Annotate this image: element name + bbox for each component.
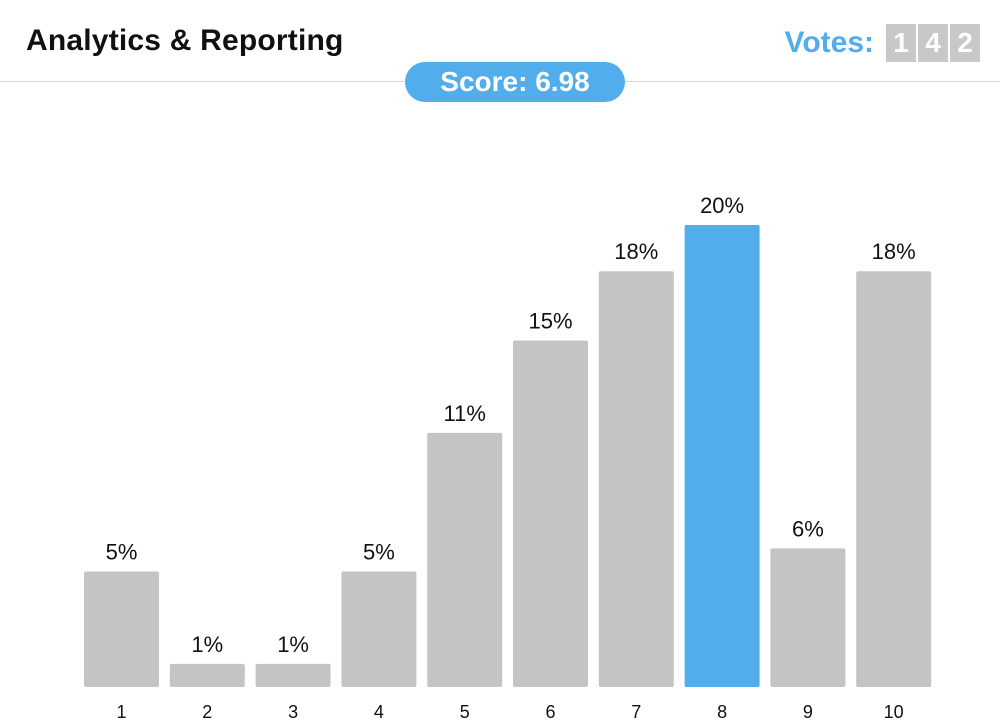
x-tick-label-3: 3 xyxy=(288,702,298,722)
bar-2 xyxy=(169,663,245,687)
bar-9 xyxy=(770,548,846,687)
data-label-2: 1% xyxy=(191,632,223,657)
data-label-4: 5% xyxy=(363,540,395,565)
data-label-3: 1% xyxy=(277,632,309,657)
votes-digit: 1 xyxy=(886,24,916,62)
bar-5 xyxy=(427,432,503,687)
header: Analytics & Reporting Votes: 1 4 2 xyxy=(0,0,1000,82)
bar-3 xyxy=(255,663,331,687)
bar-1 xyxy=(84,571,159,687)
votes-digit: 2 xyxy=(950,24,980,62)
x-tick-label-4: 4 xyxy=(374,702,384,722)
votes-counter: Votes: 1 4 2 xyxy=(785,24,980,62)
x-tick-label-10: 10 xyxy=(884,702,904,722)
bar-8 xyxy=(684,225,760,687)
data-label-9: 6% xyxy=(792,516,824,541)
bar-10 xyxy=(856,271,932,687)
data-label-7: 18% xyxy=(614,239,658,264)
votes-label: Votes: xyxy=(784,26,874,59)
votes-digit: 4 xyxy=(918,24,948,62)
data-label-8: 20% xyxy=(700,193,744,218)
data-label-1: 5% xyxy=(106,540,138,565)
data-label-5: 11% xyxy=(443,401,485,426)
x-tick-label-8: 8 xyxy=(717,702,727,722)
x-tick-label-1: 1 xyxy=(116,702,126,722)
votes-digits: 1 4 2 xyxy=(884,24,980,62)
bar-4 xyxy=(341,571,417,687)
x-tick-label-5: 5 xyxy=(460,702,470,722)
x-tick-label-6: 6 xyxy=(545,702,555,722)
bar-6 xyxy=(513,340,588,687)
page-title: Analytics & Reporting xyxy=(26,24,344,57)
data-label-6: 15% xyxy=(528,309,572,334)
x-tick-label-2: 2 xyxy=(202,702,212,722)
data-label-10: 18% xyxy=(872,239,916,264)
score-badge: Score: 6.98 xyxy=(405,62,625,102)
x-tick-label-9: 9 xyxy=(803,702,813,722)
bar-7 xyxy=(598,271,674,687)
x-tick-label-7: 7 xyxy=(631,702,641,722)
